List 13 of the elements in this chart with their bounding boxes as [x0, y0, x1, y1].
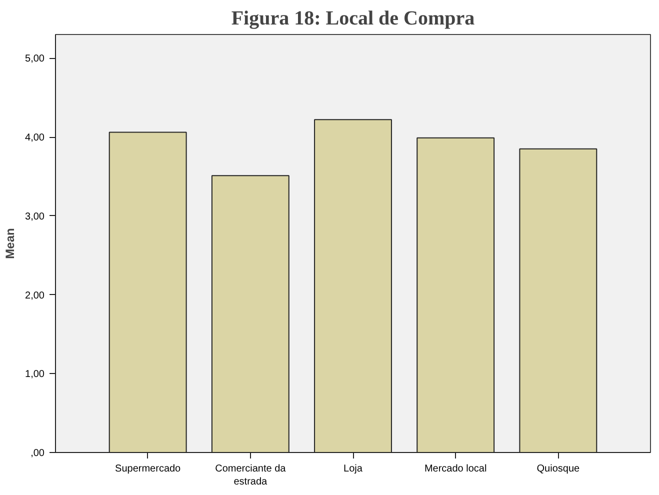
y-axis-title: Mean [3, 228, 18, 259]
y-tick-label: 2,00 [25, 290, 45, 302]
chart-title: Figura 18: Local de Compra [231, 8, 475, 30]
y-tick-label: ,00 [30, 448, 45, 459]
x-tick-label: Loja [344, 464, 363, 474]
y-tick-label: 1,00 [25, 369, 45, 380]
y-tick-label: 4,00 [25, 132, 45, 144]
x-tick-label: Supermercado [115, 464, 182, 474]
x-tick-label: Comerciante da estrada [215, 464, 286, 488]
x-tick-label: Quiosque [536, 464, 580, 474]
y-tick-label: 3,00 [25, 211, 45, 222]
x-tick-label: Mercado local [424, 464, 487, 474]
y-tick-label: 5,00 [25, 54, 45, 65]
